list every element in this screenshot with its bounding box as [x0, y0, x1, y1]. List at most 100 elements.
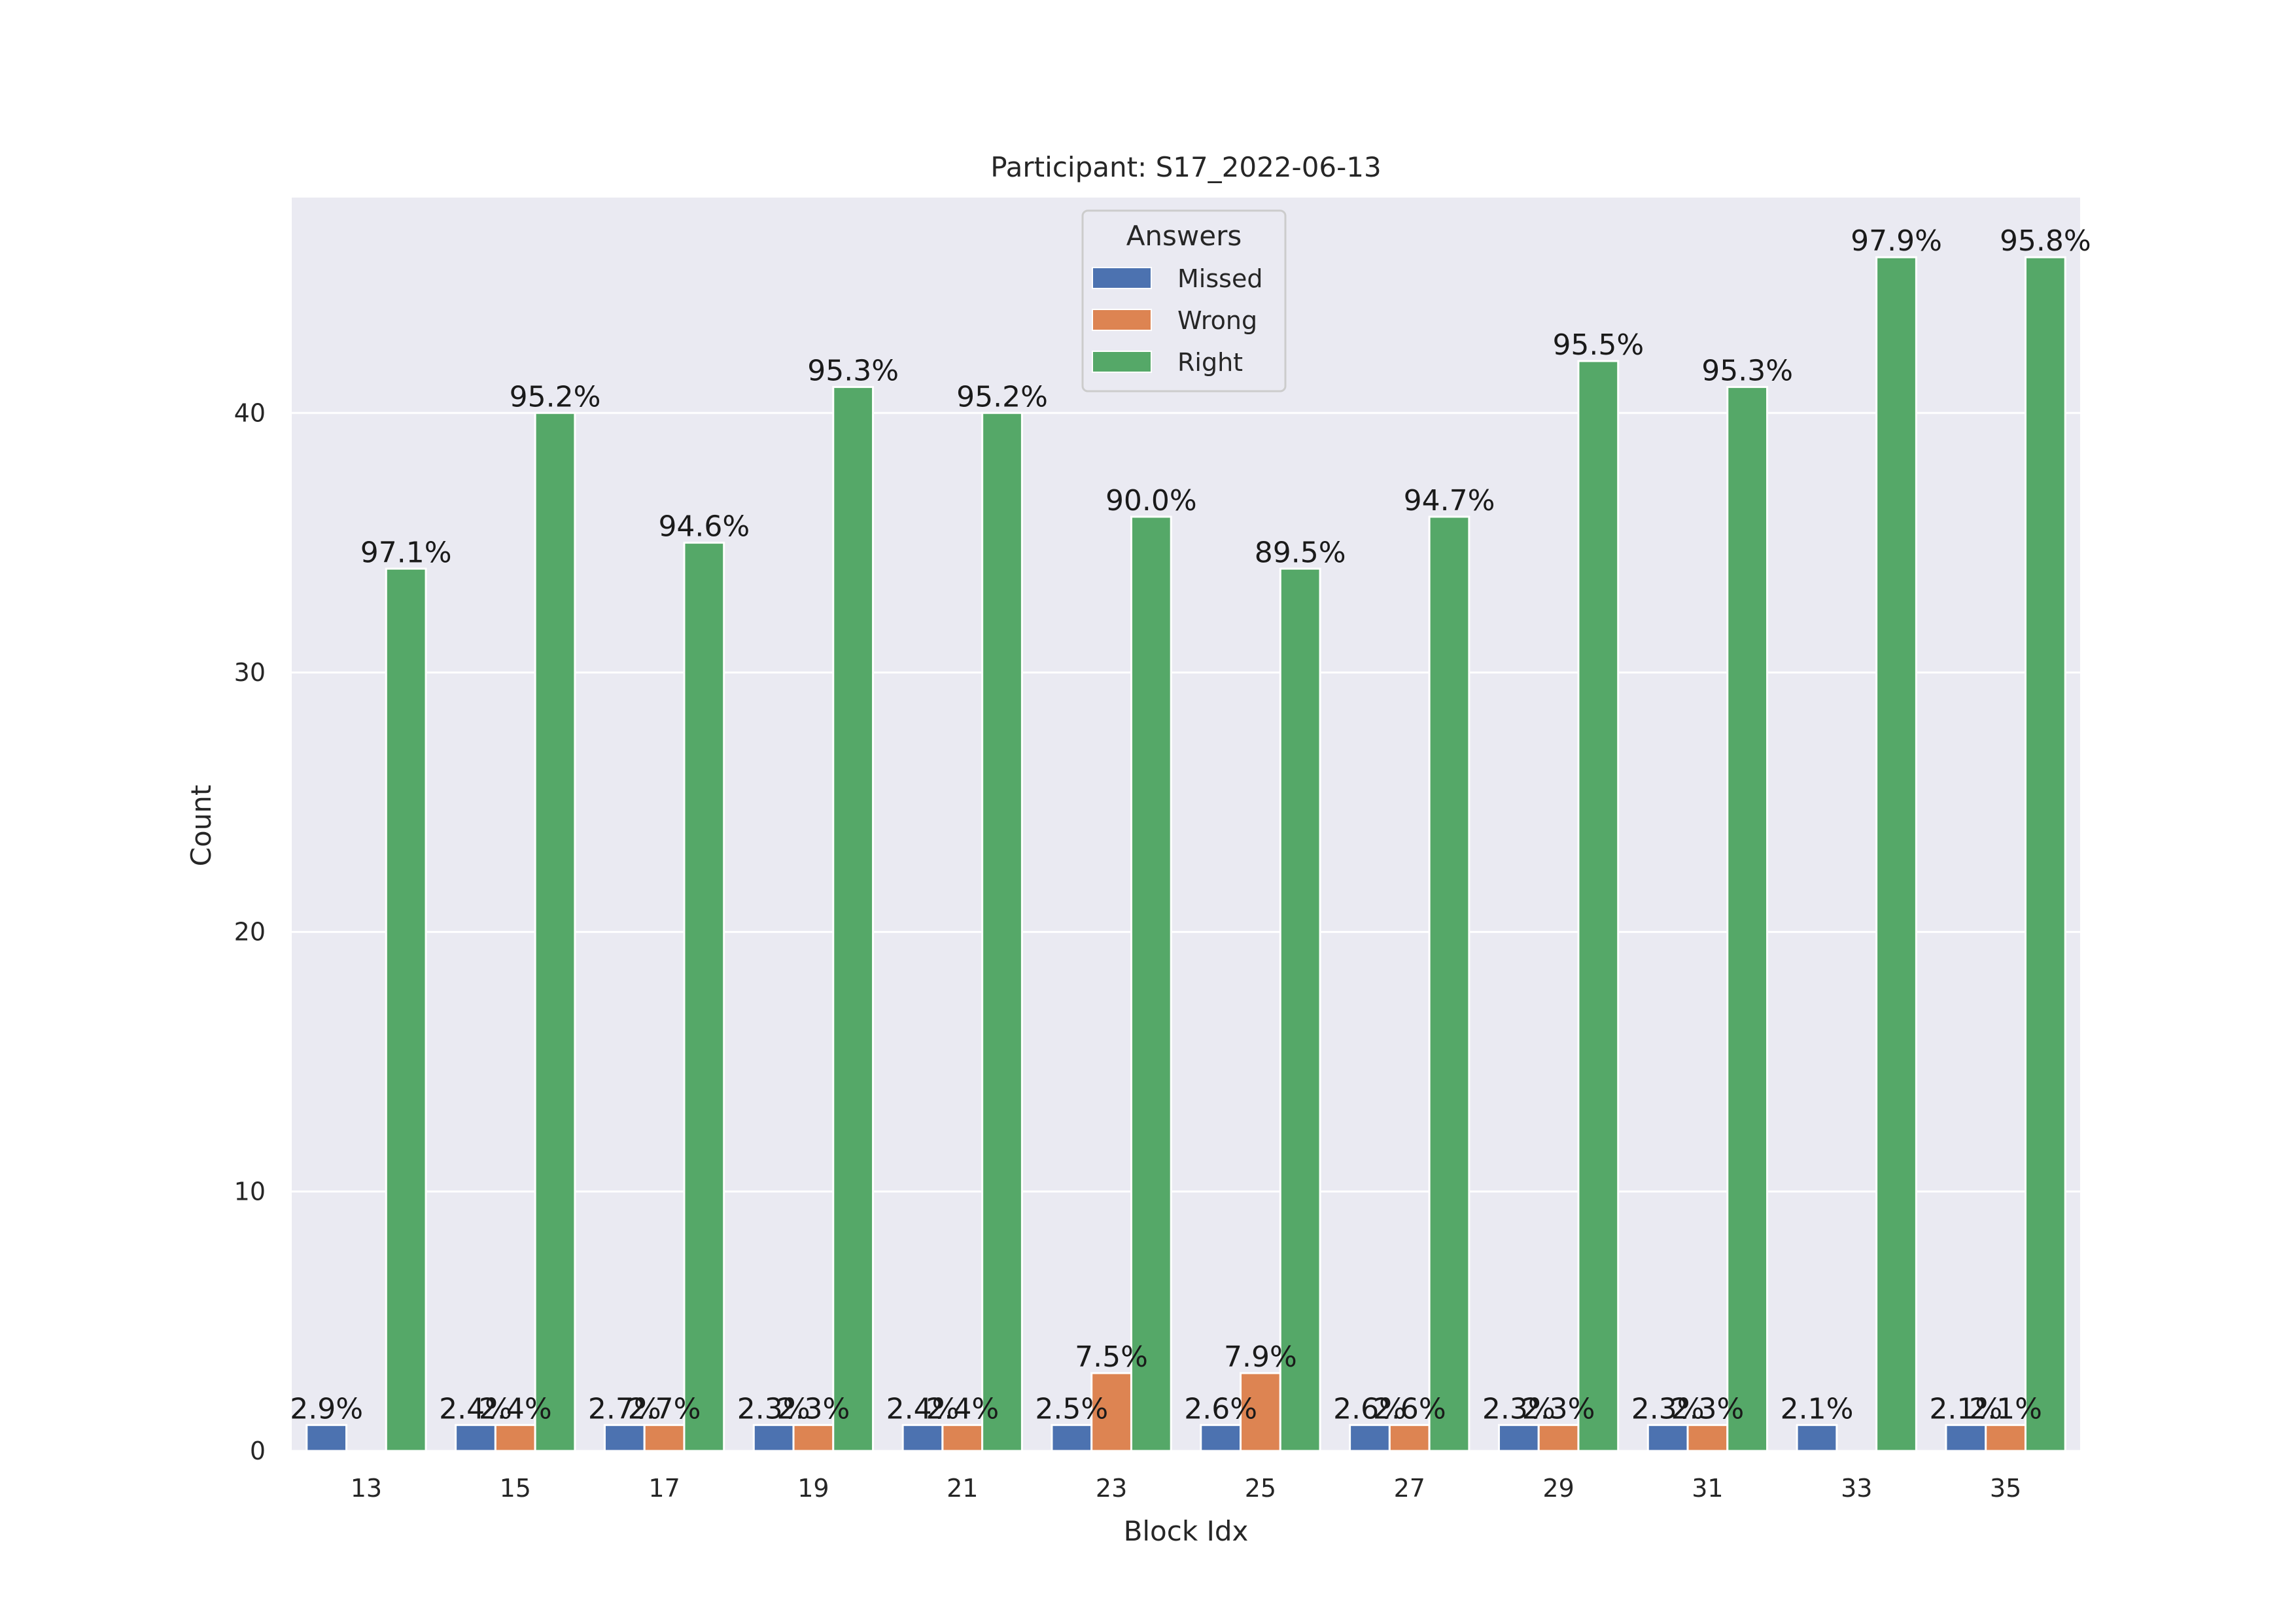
legend-swatch-wrong	[1092, 309, 1152, 331]
bar-right	[683, 542, 725, 1452]
legend-frame	[1081, 209, 1287, 393]
y-axis-ticks: 0 10 20 30 40	[234, 398, 266, 1465]
bar-label: 95.3%	[1701, 355, 1793, 388]
bar-right	[534, 411, 576, 1452]
bar-missed	[305, 1423, 348, 1452]
bar-label: 7.9%	[1224, 1340, 1297, 1374]
bar-label: 2.6%	[1184, 1392, 1257, 1425]
bar-label: 2.7%	[628, 1392, 701, 1425]
bar-missed	[455, 1423, 496, 1452]
legend-label: Wrong	[1177, 306, 1257, 335]
bar-wrong	[941, 1423, 984, 1452]
bar-right	[1428, 515, 1470, 1452]
x-tick-label: 25	[1245, 1474, 1276, 1503]
bar-label: 2.1%	[1969, 1392, 2042, 1425]
bar-label: 95.2%	[956, 380, 1048, 413]
bar-right	[981, 411, 1023, 1452]
legend-label: Right	[1177, 348, 1243, 377]
bar-label: 97.1%	[360, 536, 452, 569]
x-axis-ticks: 13 15 17 19 21 23 25 27 29 31 33 35	[351, 1474, 2022, 1503]
bar-label: 95.8%	[2000, 224, 2091, 258]
bar-wrong	[1388, 1423, 1431, 1452]
x-tick-label: 19	[797, 1474, 829, 1503]
bar-label: 2.3%	[1482, 1392, 1556, 1425]
chart-title: Participant: S17_2022-06-13	[990, 151, 1382, 183]
bar-right	[832, 386, 875, 1452]
x-tick-label: 35	[1990, 1474, 2021, 1503]
bar-missed	[603, 1423, 646, 1452]
y-tick-label: 40	[234, 398, 266, 427]
bar-label: 2.3%	[1671, 1392, 1745, 1425]
bar-label: 2.9%	[290, 1392, 363, 1425]
x-tick-label: 29	[1542, 1474, 1574, 1503]
bar-labels: 2.9% 2.4% 2.7% 2.3% 2.4% 2.5% 2.6% 2.6% 2.3% 2.3%…	[290, 224, 2091, 1425]
bar-label: 97.9%	[1851, 224, 1942, 258]
x-tick-label: 33	[1841, 1474, 1872, 1503]
bar-wrong	[1985, 1423, 2026, 1452]
bar-missed	[1796, 1423, 1838, 1452]
legend: Answers Missed Wrong Right	[1081, 209, 1287, 393]
bar-wrong	[494, 1423, 536, 1452]
bar-label: 95.2%	[510, 380, 601, 413]
bar-label: 2.3%	[1631, 1392, 1705, 1425]
bar-missed	[1646, 1423, 1689, 1452]
bar-wrong	[1686, 1423, 1729, 1452]
y-tick-label: 20	[234, 918, 266, 947]
grid-lines	[292, 411, 2080, 1452]
bar-right	[1130, 515, 1172, 1452]
y-tick-label: 0	[250, 1437, 266, 1465]
bar-label: 2.6%	[1373, 1392, 1446, 1425]
x-tick-label: 17	[648, 1474, 680, 1503]
bar-wrong	[1537, 1423, 1580, 1452]
bar-label: 94.6%	[658, 510, 750, 544]
bar-right	[2024, 256, 2066, 1452]
plot-background	[292, 198, 2080, 1451]
bar-missed	[901, 1423, 944, 1452]
bar-missed	[1349, 1423, 1391, 1452]
x-tick-label: 13	[351, 1474, 382, 1503]
bar-missed	[1200, 1423, 1242, 1452]
legend-swatch-missed	[1092, 267, 1152, 289]
bar-right	[1875, 256, 1917, 1452]
x-tick-label: 31	[1692, 1474, 1723, 1503]
bar-right	[1279, 567, 1321, 1452]
y-tick-label: 10	[234, 1177, 266, 1206]
bar-right	[1726, 386, 1769, 1452]
bar-label: 2.6%	[1333, 1392, 1406, 1425]
y-axis-label: Count	[185, 785, 217, 867]
bar-label: 89.5%	[1255, 536, 1346, 569]
bar-label: 95.3%	[807, 355, 899, 388]
bar-label: 2.3%	[1522, 1392, 1595, 1425]
legend-swatch-right	[1092, 351, 1152, 373]
bar-label: 2.1%	[1781, 1392, 1854, 1425]
bar-right	[385, 567, 427, 1452]
bar-missed	[1051, 1423, 1093, 1452]
bar-label: 2.4%	[926, 1392, 999, 1425]
bar-label: 2.4%	[886, 1392, 960, 1425]
bar-label: 7.5%	[1075, 1340, 1148, 1374]
x-tick-label: 15	[500, 1474, 531, 1503]
bar-label: 95.5%	[1552, 328, 1644, 362]
y-tick-label: 30	[234, 658, 266, 687]
x-tick-label: 21	[947, 1474, 978, 1503]
x-tick-label: 23	[1096, 1474, 1127, 1503]
x-tick-label: 27	[1394, 1474, 1425, 1503]
bar-wrong	[1090, 1372, 1132, 1452]
bar-wrong	[1240, 1372, 1281, 1452]
bar-label: 90.0%	[1105, 484, 1197, 517]
bar-label: 2.1%	[1929, 1392, 2002, 1425]
bar-label: 2.3%	[777, 1392, 850, 1425]
bar-right	[1577, 360, 1620, 1452]
bar-wrong	[643, 1423, 686, 1452]
bar-label: 2.5%	[1035, 1392, 1108, 1425]
bar-missed	[1945, 1423, 1987, 1452]
bar-label: 94.7%	[1404, 484, 1495, 517]
bars	[305, 256, 2066, 1452]
legend-title: Answers	[1126, 220, 1242, 252]
bar-missed	[1497, 1423, 1540, 1452]
bar-label: 2.4%	[479, 1392, 552, 1425]
bar-wrong	[792, 1423, 835, 1452]
legend-label: Missed	[1177, 264, 1262, 293]
bar-missed	[752, 1423, 795, 1452]
